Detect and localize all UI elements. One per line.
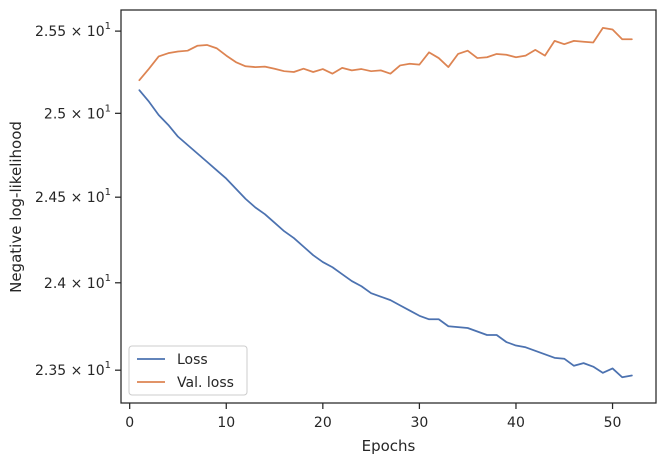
legend: Loss Val. loss — [128, 345, 248, 396]
x-tick-label: 0 — [125, 415, 134, 431]
legend-label-loss: Loss — [177, 352, 208, 368]
y-axis-title: Negative log-likelihood — [7, 121, 25, 293]
x-tick-label: 10 — [217, 415, 235, 431]
x-axis-title: Epochs — [362, 437, 416, 455]
legend-label-val-loss: Val. loss — [177, 375, 234, 391]
series-layer — [138, 26, 633, 379]
y-axis: 2.35 × 101 2.4 × 101 2.45 × 101 2.5 × 101 2.… — [35, 21, 121, 379]
x-axis: 0 10 20 30 40 50 — [125, 403, 621, 431]
x-tick-label: 40 — [507, 415, 525, 431]
y-tick-label: 2.45 × 101 — [35, 187, 111, 206]
y-tick-label: 2.4 × 101 — [44, 273, 111, 292]
plot-frame — [120, 9, 657, 404]
series-line-val-loss — [138, 26, 633, 82]
y-tick-label: 2.55 × 101 — [35, 21, 111, 40]
y-tick-label: 2.5 × 101 — [44, 103, 111, 122]
x-tick-label: 50 — [604, 415, 622, 431]
y-tick-label: 2.35 × 101 — [35, 360, 111, 379]
series-line-loss — [138, 89, 633, 379]
x-tick-label: 20 — [314, 415, 332, 431]
x-tick-label: 30 — [410, 415, 428, 431]
